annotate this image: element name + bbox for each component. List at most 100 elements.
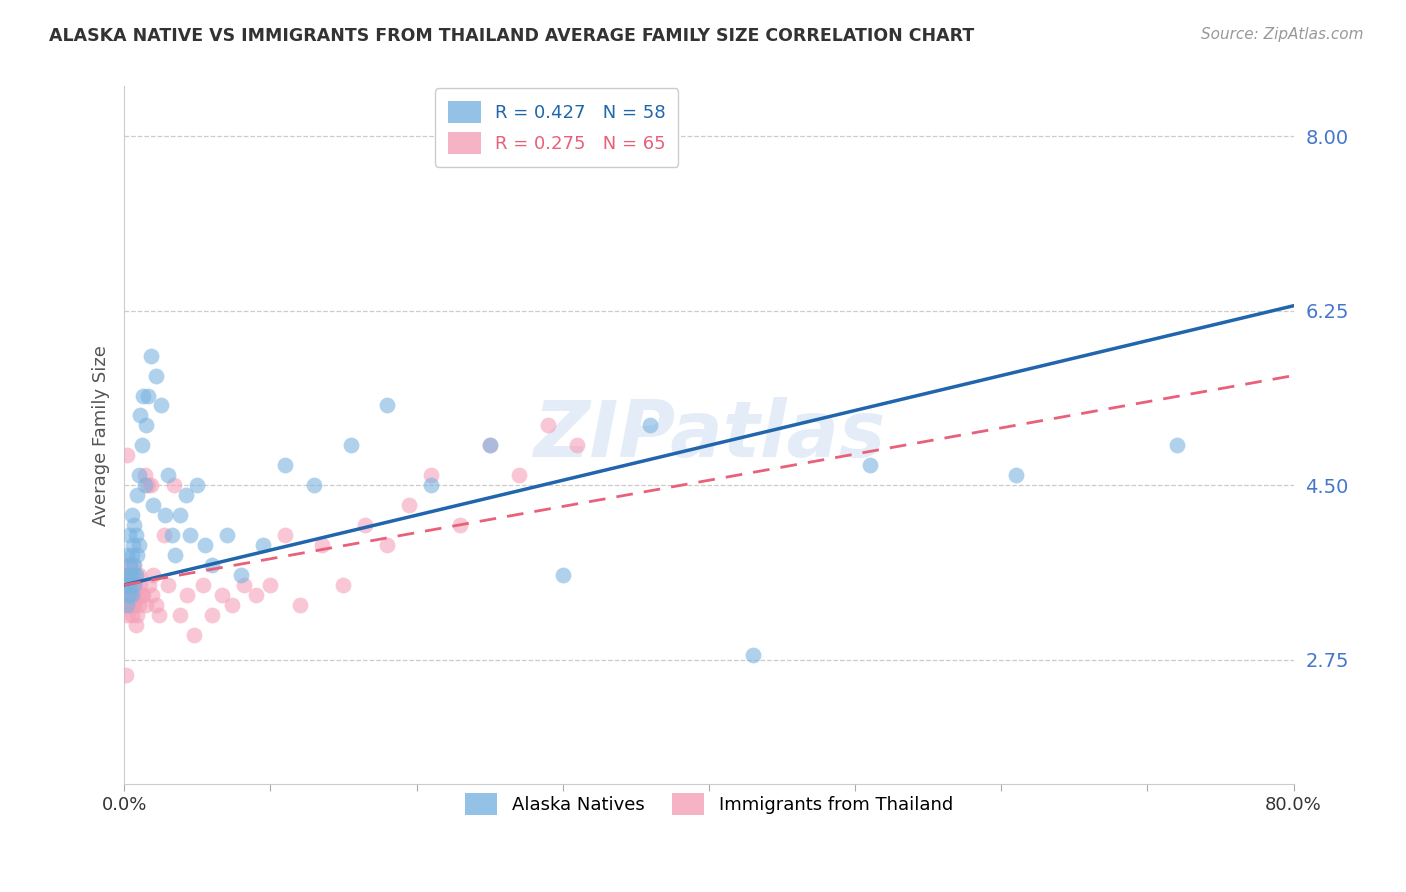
Point [640, 418, 662, 433]
Point [135, 418, 157, 433]
Point [332, 578, 354, 592]
Y-axis label: Average Family Size: Average Family Size [93, 345, 110, 525]
Point [221, 598, 243, 612]
Point [152, 528, 174, 542]
Point [120, 568, 142, 582]
Point [139, 349, 162, 363]
Point [174, 488, 197, 502]
Point [288, 598, 311, 612]
Point [124, 578, 146, 592]
Point [153, 508, 176, 523]
Point [136, 388, 159, 402]
Point [114, 578, 136, 592]
Point [183, 628, 205, 642]
Point [138, 578, 160, 592]
Point [859, 458, 882, 473]
Point [157, 578, 180, 592]
Point [117, 528, 139, 542]
Point [142, 498, 165, 512]
Point [231, 568, 253, 582]
Point [354, 518, 377, 533]
Point [132, 588, 155, 602]
Point [120, 578, 142, 592]
Point [420, 478, 443, 492]
Legend: Alaska Natives, Immigrants from Thailand: Alaska Natives, Immigrants from Thailand [456, 784, 962, 824]
Point [339, 438, 361, 452]
Point [125, 568, 148, 582]
Point [165, 548, 187, 562]
Point [1166, 438, 1188, 452]
Point [551, 568, 574, 582]
Point [311, 538, 333, 552]
Point [233, 578, 256, 592]
Point [120, 558, 142, 572]
Point [398, 498, 420, 512]
Point [122, 538, 145, 552]
Point [567, 438, 589, 452]
Point [136, 478, 159, 492]
Point [169, 607, 191, 622]
Point [252, 538, 274, 552]
Point [194, 538, 217, 552]
Point [142, 568, 165, 582]
Point [117, 598, 139, 612]
Point [149, 399, 172, 413]
Point [131, 438, 153, 452]
Point [169, 508, 191, 523]
Point [125, 528, 148, 542]
Point [115, 568, 138, 582]
Point [115, 448, 138, 462]
Point [478, 438, 501, 452]
Point [186, 478, 208, 492]
Point [117, 558, 139, 572]
Point [124, 598, 146, 612]
Point [141, 588, 163, 602]
Point [163, 478, 186, 492]
Point [420, 468, 443, 483]
Point [114, 667, 136, 681]
Point [125, 568, 148, 582]
Point [124, 558, 146, 572]
Point [127, 607, 149, 622]
Point [375, 399, 398, 413]
Point [117, 578, 139, 592]
Point [121, 548, 143, 562]
Point [125, 618, 148, 632]
Point [191, 578, 214, 592]
Point [157, 468, 180, 483]
Point [132, 388, 155, 402]
Point [302, 478, 325, 492]
Point [127, 548, 149, 562]
Point [179, 528, 201, 542]
Point [124, 588, 146, 602]
Point [117, 588, 139, 602]
Point [124, 518, 146, 533]
Point [114, 598, 136, 612]
Point [162, 528, 184, 542]
Point [128, 468, 150, 483]
Point [148, 607, 170, 622]
Point [127, 488, 149, 502]
Point [115, 607, 138, 622]
Point [1004, 468, 1026, 483]
Point [375, 538, 398, 552]
Point [245, 588, 267, 602]
Point [134, 478, 156, 492]
Point [139, 478, 162, 492]
Point [122, 578, 145, 592]
Point [449, 518, 471, 533]
Point [124, 578, 146, 592]
Point [127, 588, 149, 602]
Point [122, 568, 145, 582]
Point [134, 468, 156, 483]
Point [122, 598, 145, 612]
Point [121, 588, 143, 602]
Point [122, 558, 145, 572]
Point [741, 648, 763, 662]
Point [215, 528, 238, 542]
Text: Source: ZipAtlas.com: Source: ZipAtlas.com [1201, 27, 1364, 42]
Point [135, 598, 157, 612]
Text: ZIPatlas: ZIPatlas [533, 398, 884, 474]
Point [117, 588, 139, 602]
Point [259, 578, 281, 592]
